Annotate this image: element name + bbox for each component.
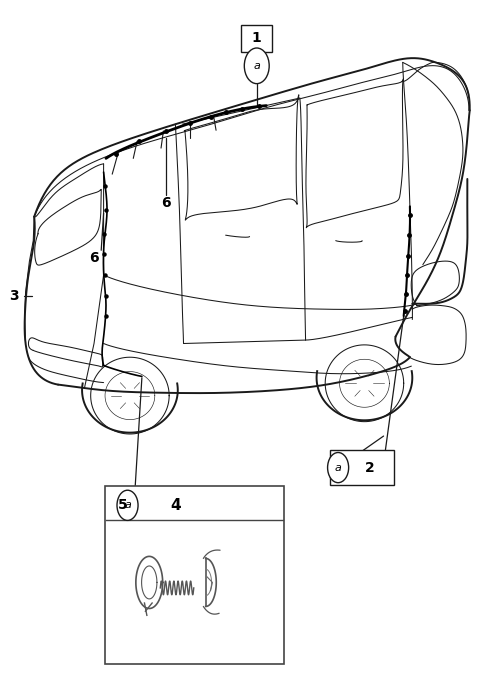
FancyBboxPatch shape	[330, 450, 394, 486]
Text: a: a	[335, 462, 342, 473]
Text: 4: 4	[170, 498, 180, 513]
Circle shape	[244, 48, 269, 84]
Text: 1: 1	[252, 32, 262, 45]
Text: 6: 6	[161, 196, 170, 210]
Text: 3: 3	[9, 289, 19, 302]
Text: a: a	[124, 500, 131, 510]
Text: 5: 5	[118, 497, 128, 512]
Text: 6: 6	[89, 251, 99, 264]
Circle shape	[117, 491, 138, 520]
FancyBboxPatch shape	[241, 25, 272, 52]
Text: 2: 2	[365, 460, 374, 475]
Text: a: a	[253, 61, 260, 71]
Circle shape	[327, 453, 348, 483]
FancyBboxPatch shape	[105, 486, 284, 664]
